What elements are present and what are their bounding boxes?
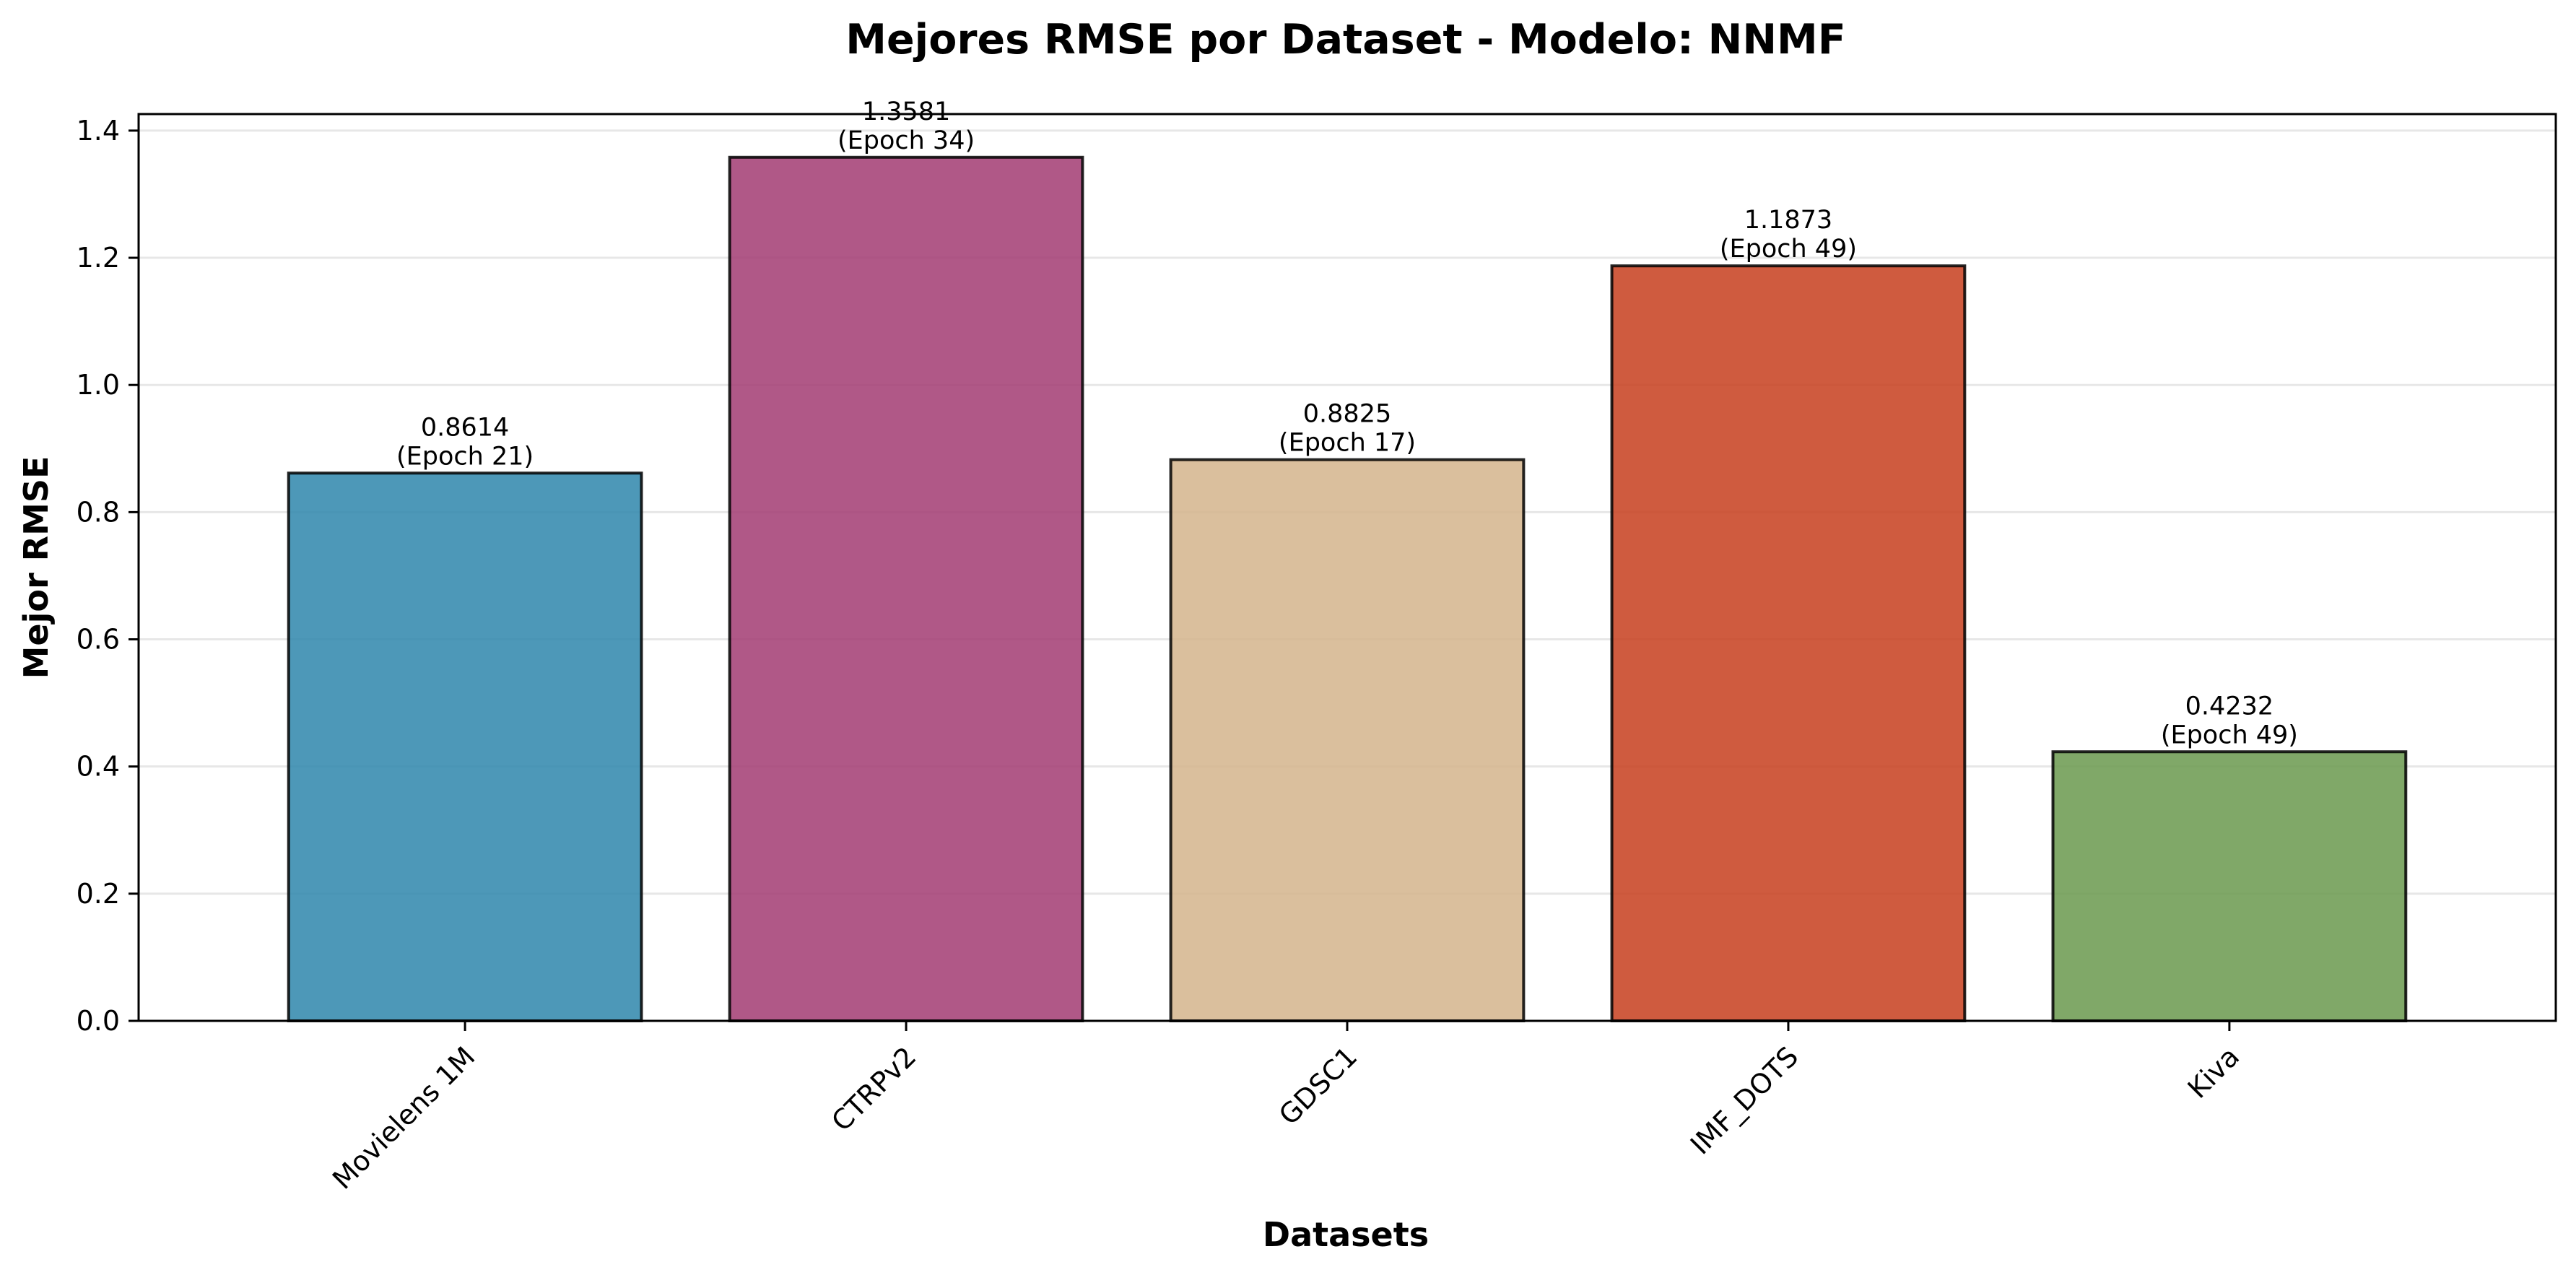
y-tick-label: 0.8 (77, 496, 120, 528)
x-axis-label: Datasets (1263, 1215, 1429, 1254)
y-tick-label: 0.2 (77, 878, 120, 910)
y-axis-label: Mejor RMSE (17, 456, 56, 679)
chart-title: Mejores RMSE por Dataset - Modelo: NNMF (845, 16, 1845, 64)
x-axis-ticks: Movielens 1M CTRPv2 GDSC1 IMF_DOTS Kiva (326, 1021, 2245, 1196)
x-tick-label: IMF_DOTS (1684, 1040, 1804, 1160)
bar-movielens-1m (287, 471, 643, 1022)
x-tick-label: Kiva (2182, 1040, 2246, 1105)
bar-kiva (2051, 750, 2408, 1022)
bar-epoch-label: (Epoch 49) (1720, 235, 1857, 264)
bar-value-label: 0.8825 (1303, 400, 1391, 429)
y-tick-label: 0.4 (77, 751, 120, 783)
bar-epoch-label: (Epoch 49) (2161, 721, 2298, 749)
x-tick-label: Movielens 1M (326, 1040, 481, 1195)
bar-value-label: 0.4232 (2185, 692, 2273, 721)
y-tick-label: 1.2 (77, 242, 120, 274)
y-tick-label: 0.6 (77, 624, 120, 656)
y-axis-ticks: 0.0 0.2 0.4 0.6 0.8 1.0 1.2 1.4 (77, 115, 139, 1037)
bar-value-label: 1.1873 (1744, 206, 1832, 235)
bar-gdsc1 (1169, 458, 1526, 1022)
bar-ctrpv2 (728, 155, 1084, 1023)
bar-value-label: 0.8614 (421, 413, 509, 442)
bar-epoch-label: (Epoch 17) (1279, 429, 1416, 458)
x-tick-label: CTRPv2 (825, 1040, 922, 1137)
bar-imf-dots (1610, 264, 1967, 1022)
data-labels: 0.8614(Epoch 21)1.3581(Epoch 34)0.8825(E… (396, 97, 2298, 749)
bar-epoch-label: (Epoch 21) (396, 442, 534, 471)
x-tick-label: GDSC1 (1273, 1040, 1364, 1131)
y-tick-label: 0.0 (77, 1005, 120, 1037)
bars (287, 155, 2408, 1023)
bar-value-label: 1.3581 (862, 97, 950, 126)
bar-epoch-label: (Epoch 34) (837, 126, 975, 155)
y-tick-label: 1.4 (77, 115, 120, 147)
y-tick-label: 1.0 (77, 369, 120, 401)
